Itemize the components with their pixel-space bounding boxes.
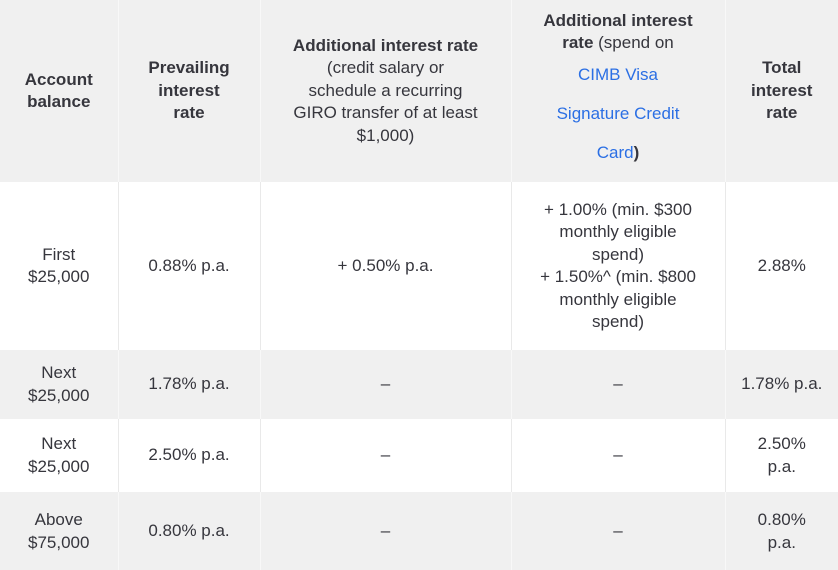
- cell-value: 1.78% p.a.: [741, 374, 823, 394]
- column-header-account-balance: Account balance: [0, 0, 119, 183]
- cell-giro-bonus: –: [260, 492, 512, 570]
- cell-value: 1.78% p.a.: [148, 374, 230, 394]
- cell-total-rate: 1.78% p.a.: [725, 350, 838, 420]
- cell-account-balance: First $25,000: [0, 182, 119, 351]
- cell-card-bonus: –: [511, 492, 726, 570]
- cell-total-rate: 0.80% p.a.: [725, 492, 838, 570]
- cell-prevailing-rate: 2.50% p.a.: [118, 419, 261, 493]
- table-row-first-25000: First $25,000 0.88% p.a. + 0.50% p.a. + …: [0, 182, 838, 351]
- header-label: Total interest rate: [751, 58, 813, 123]
- cell-account-balance: Above $75,000: [0, 492, 119, 570]
- cell-total-rate: 2.50% p.a.: [725, 419, 838, 492]
- cimb-visa-signature-credit-card-link[interactable]: CIMB Visa Signature Credit Card: [556, 64, 680, 163]
- cell-value: –: [380, 521, 391, 541]
- cell-value: First $25,000: [28, 244, 90, 287]
- cell-total-rate: 2.88%: [725, 182, 838, 350]
- cell-value: 2.88%: [757, 255, 806, 275]
- cell-value: + 0.50% p.a.: [337, 255, 434, 275]
- column-header-prevailing-rate: Prevailing interest rate: [118, 0, 261, 183]
- table-row-above-75000: Above $75,000 0.80% p.a. – – 0.80% p.a.: [0, 492, 838, 570]
- header-label-bold: rate: [562, 33, 594, 53]
- cell-value: –: [613, 521, 623, 541]
- header-label-bold: Additional interest rate: [292, 35, 479, 55]
- table-header-row: Account balance Prevailing interest rate…: [0, 0, 838, 183]
- cell-value: 2.50% p.a.: [757, 434, 806, 476]
- cell-value: Above $75,000: [28, 510, 90, 552]
- header-label-bold: ): [633, 143, 640, 163]
- cell-value: 0.80% p.a.: [757, 510, 806, 552]
- cell-giro-bonus: –: [260, 419, 512, 493]
- table-row-next-25000-b: Next $25,000 2.50% p.a. – – 2.50% p.a.: [0, 419, 838, 493]
- column-header-additional-card-spend: Additional interest rate (spend on CIMB Vi…: [511, 0, 726, 183]
- cell-card-bonus: + 1.00% (min. $300 monthly eligible spen…: [511, 182, 726, 351]
- column-header-total-rate: Total interest rate: [725, 0, 838, 183]
- header-label: Prevailing interest rate: [148, 58, 230, 123]
- cell-value: 2.50% p.a.: [148, 445, 230, 465]
- table-row-next-25000-a: Next $25,000 1.78% p.a. – – 1.78% p.a.: [0, 350, 838, 420]
- cell-account-balance: Next $25,000: [0, 350, 119, 420]
- cell-value: –: [380, 374, 391, 394]
- cell-value: Next $25,000: [28, 363, 90, 405]
- cell-giro-bonus: + 0.50% p.a.: [260, 182, 512, 351]
- cell-account-balance: Next $25,000: [0, 419, 119, 493]
- cell-value: 0.88% p.a.: [148, 255, 230, 275]
- header-label: Account balance: [24, 69, 93, 112]
- header-label-detail: (credit salary or schedule a recurring G…: [293, 58, 478, 145]
- cell-prevailing-rate: 0.80% p.a.: [118, 492, 261, 570]
- cell-value: –: [613, 374, 623, 394]
- cell-value: Next $25,000: [28, 434, 90, 476]
- header-label-detail: (spend on: [593, 33, 674, 53]
- header-label-bold: Additional interest: [543, 11, 693, 30]
- cell-card-bonus: –: [511, 350, 726, 420]
- cell-value: + 1.00% (min. $300 monthly eligible spen…: [540, 199, 696, 332]
- column-header-additional-giro: Additional interest rate (credit salary o…: [260, 0, 512, 183]
- cell-prevailing-rate: 1.78% p.a.: [118, 350, 261, 420]
- cell-card-bonus: –: [511, 419, 726, 493]
- cell-value: –: [613, 445, 623, 465]
- cell-value: –: [380, 445, 391, 465]
- cell-giro-bonus: –: [260, 350, 512, 420]
- cell-prevailing-rate: 0.88% p.a.: [118, 182, 261, 351]
- cell-value: 0.80% p.a.: [148, 521, 230, 541]
